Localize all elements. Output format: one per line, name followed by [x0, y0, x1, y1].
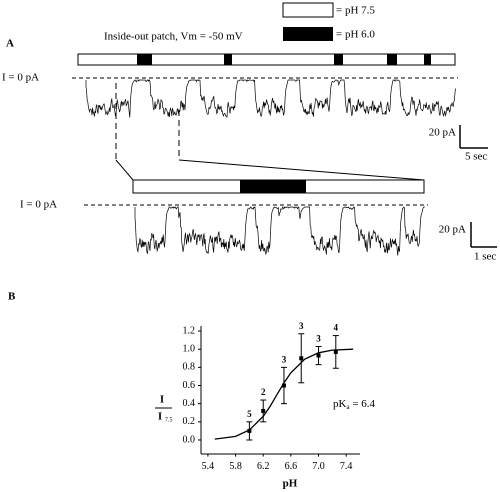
panel-label: B — [8, 291, 16, 303]
y-tick-label: 0.2 — [183, 416, 196, 427]
n-label: 3 — [316, 334, 321, 344]
n-label: 4 — [334, 323, 339, 333]
y-tick-label: 0.8 — [183, 362, 196, 373]
zero-label: I = 0 pA — [2, 72, 39, 84]
zoom-line — [178, 159, 425, 181]
x-tick-label: 7.0 — [312, 461, 325, 472]
x-tick-label: 6.6 — [285, 461, 298, 472]
current-trace — [134, 206, 425, 256]
annotation-subscript: a — [346, 403, 350, 411]
ph-block — [240, 180, 306, 193]
x-tick-label: 5.4 — [202, 461, 215, 472]
n-label: 3 — [299, 321, 304, 331]
annotation-text: pK — [333, 398, 347, 410]
zero-label: I = 0 pA — [20, 199, 57, 211]
data-point — [247, 428, 252, 433]
scale-label: 20 pA — [439, 224, 466, 236]
legend-text: = pH 7.5 — [336, 5, 375, 17]
data-point — [261, 408, 266, 413]
n-label: 5 — [247, 409, 252, 419]
annotation-text: = 6.4 — [350, 398, 376, 410]
legend-text: = pH 6.0 — [336, 29, 375, 41]
current-trace — [85, 79, 456, 119]
y-axis-label: I — [158, 411, 162, 423]
y-tick-label: 1.0 — [183, 343, 196, 354]
x-tick-label: 6.2 — [257, 461, 270, 472]
ph-bar — [77, 53, 456, 66]
ph-blocks — [137, 54, 431, 65]
y-axis-label: 7.5 — [165, 417, 173, 423]
legend-black-box — [283, 27, 333, 41]
panel-label: A — [6, 38, 14, 50]
x-tick-label: 7.4 — [340, 461, 353, 472]
y-tick-label: 0.0 — [183, 434, 196, 445]
data-point — [333, 349, 338, 354]
fit-curve — [214, 348, 354, 440]
data-point — [316, 353, 321, 358]
scale-label: 5 sec — [465, 151, 487, 163]
n-label: 3 — [282, 354, 287, 364]
scale-label: 20 pA — [429, 127, 456, 139]
y-axis-label: I — [160, 394, 164, 406]
data-point — [281, 383, 286, 388]
y-tick-label: 1.2 — [183, 325, 196, 336]
y-tick-label: 0.6 — [183, 380, 196, 391]
y-tick-label: 0.4 — [183, 398, 196, 409]
protocol-text: Inside-out patch, Vm = -50 mV — [104, 31, 243, 43]
x-axis-label: pH — [283, 478, 298, 490]
annotation: pKa = 6.4 — [333, 398, 376, 411]
zoom-line — [115, 159, 134, 181]
n-label: 2 — [261, 387, 266, 397]
legend-white-box — [282, 2, 334, 18]
data-point — [299, 356, 304, 361]
scale-label: 1 sec — [474, 251, 496, 263]
x-tick-label: 5.8 — [229, 461, 242, 472]
